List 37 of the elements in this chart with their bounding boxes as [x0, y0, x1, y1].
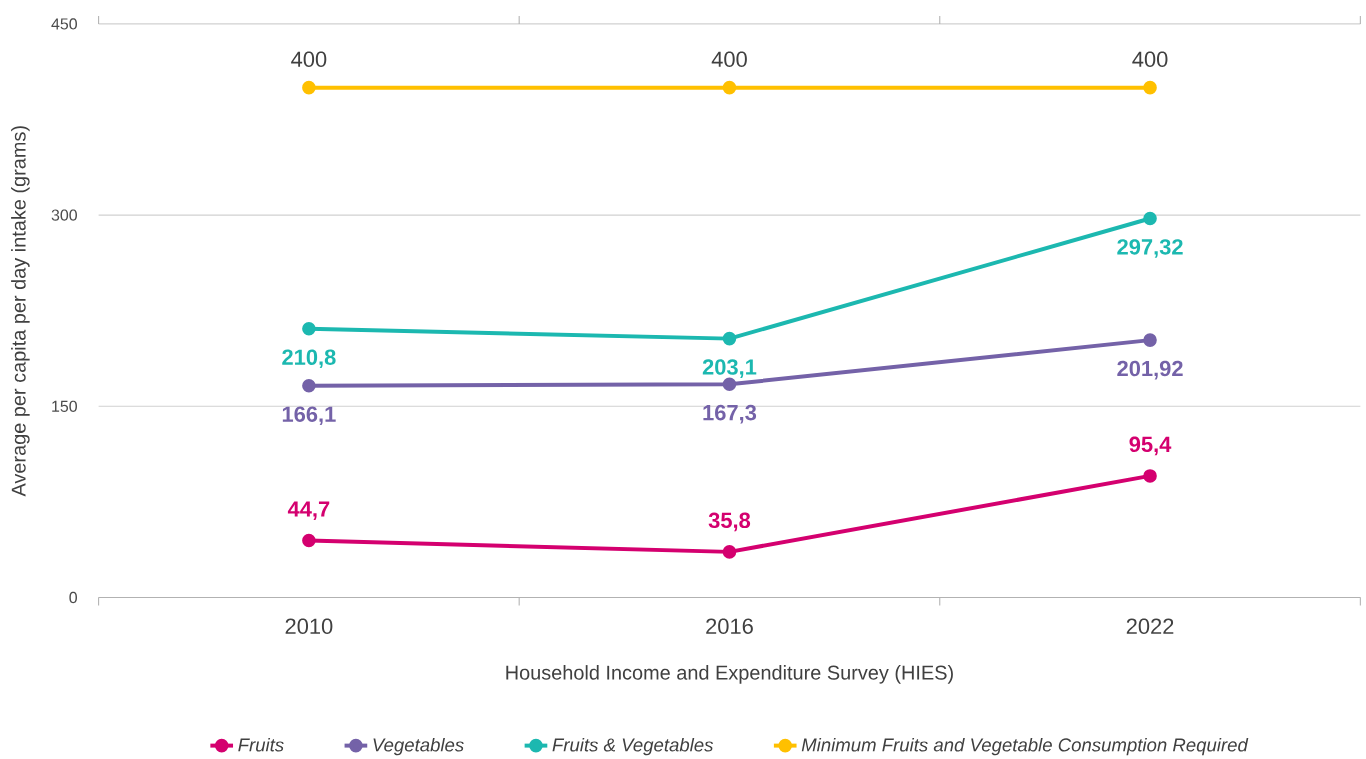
y-tick-label: 150: [52, 400, 77, 413]
point: [1143, 469, 1157, 483]
data-label: 210,8: [282, 349, 336, 369]
y-tick-label: 0: [69, 592, 77, 604]
data-label: 400: [711, 51, 747, 68]
x-tick-label: 2010: [285, 618, 333, 635]
x-axis-title: Household Income and Expenditure Survey (HIES): [506, 665, 953, 684]
data-label: 44,7: [287, 501, 330, 521]
point: [302, 81, 316, 95]
y-tick-label: 300: [51, 209, 77, 221]
point: [722, 81, 737, 95]
data-label: 297,32: [1117, 239, 1183, 259]
legend-label: Minimum Fruits and Vegetable Consumption Required: [801, 738, 1249, 756]
y-axis-title: Average per capita per day intake (grams): [11, 126, 30, 497]
point: [722, 377, 737, 392]
point: [722, 332, 737, 346]
x-tick-label: 2016: [706, 618, 753, 635]
point: [302, 533, 316, 548]
data-label: 167,3: [703, 405, 757, 424]
point: [302, 322, 316, 336]
data-label: 95,4: [1129, 436, 1172, 456]
point: [1143, 81, 1157, 95]
data-label: 203,1: [702, 359, 757, 379]
data-label: 400: [291, 51, 327, 68]
data-label: 166,1: [282, 406, 336, 426]
legend-label: Vegetables: [373, 738, 464, 756]
point: [302, 379, 316, 393]
point: [722, 545, 737, 559]
legend-label: Fruits & Vegetables: [552, 738, 714, 756]
data-label: 35,8: [708, 512, 751, 532]
data-label: 201,92: [1117, 360, 1183, 380]
data-label: 400: [1132, 51, 1168, 68]
y-tick-label: 450: [51, 18, 77, 30]
legend-label: Fruits: [238, 738, 284, 752]
point: [1143, 333, 1157, 348]
point: [1143, 211, 1157, 226]
x-tick-label: 2022: [1126, 618, 1174, 635]
